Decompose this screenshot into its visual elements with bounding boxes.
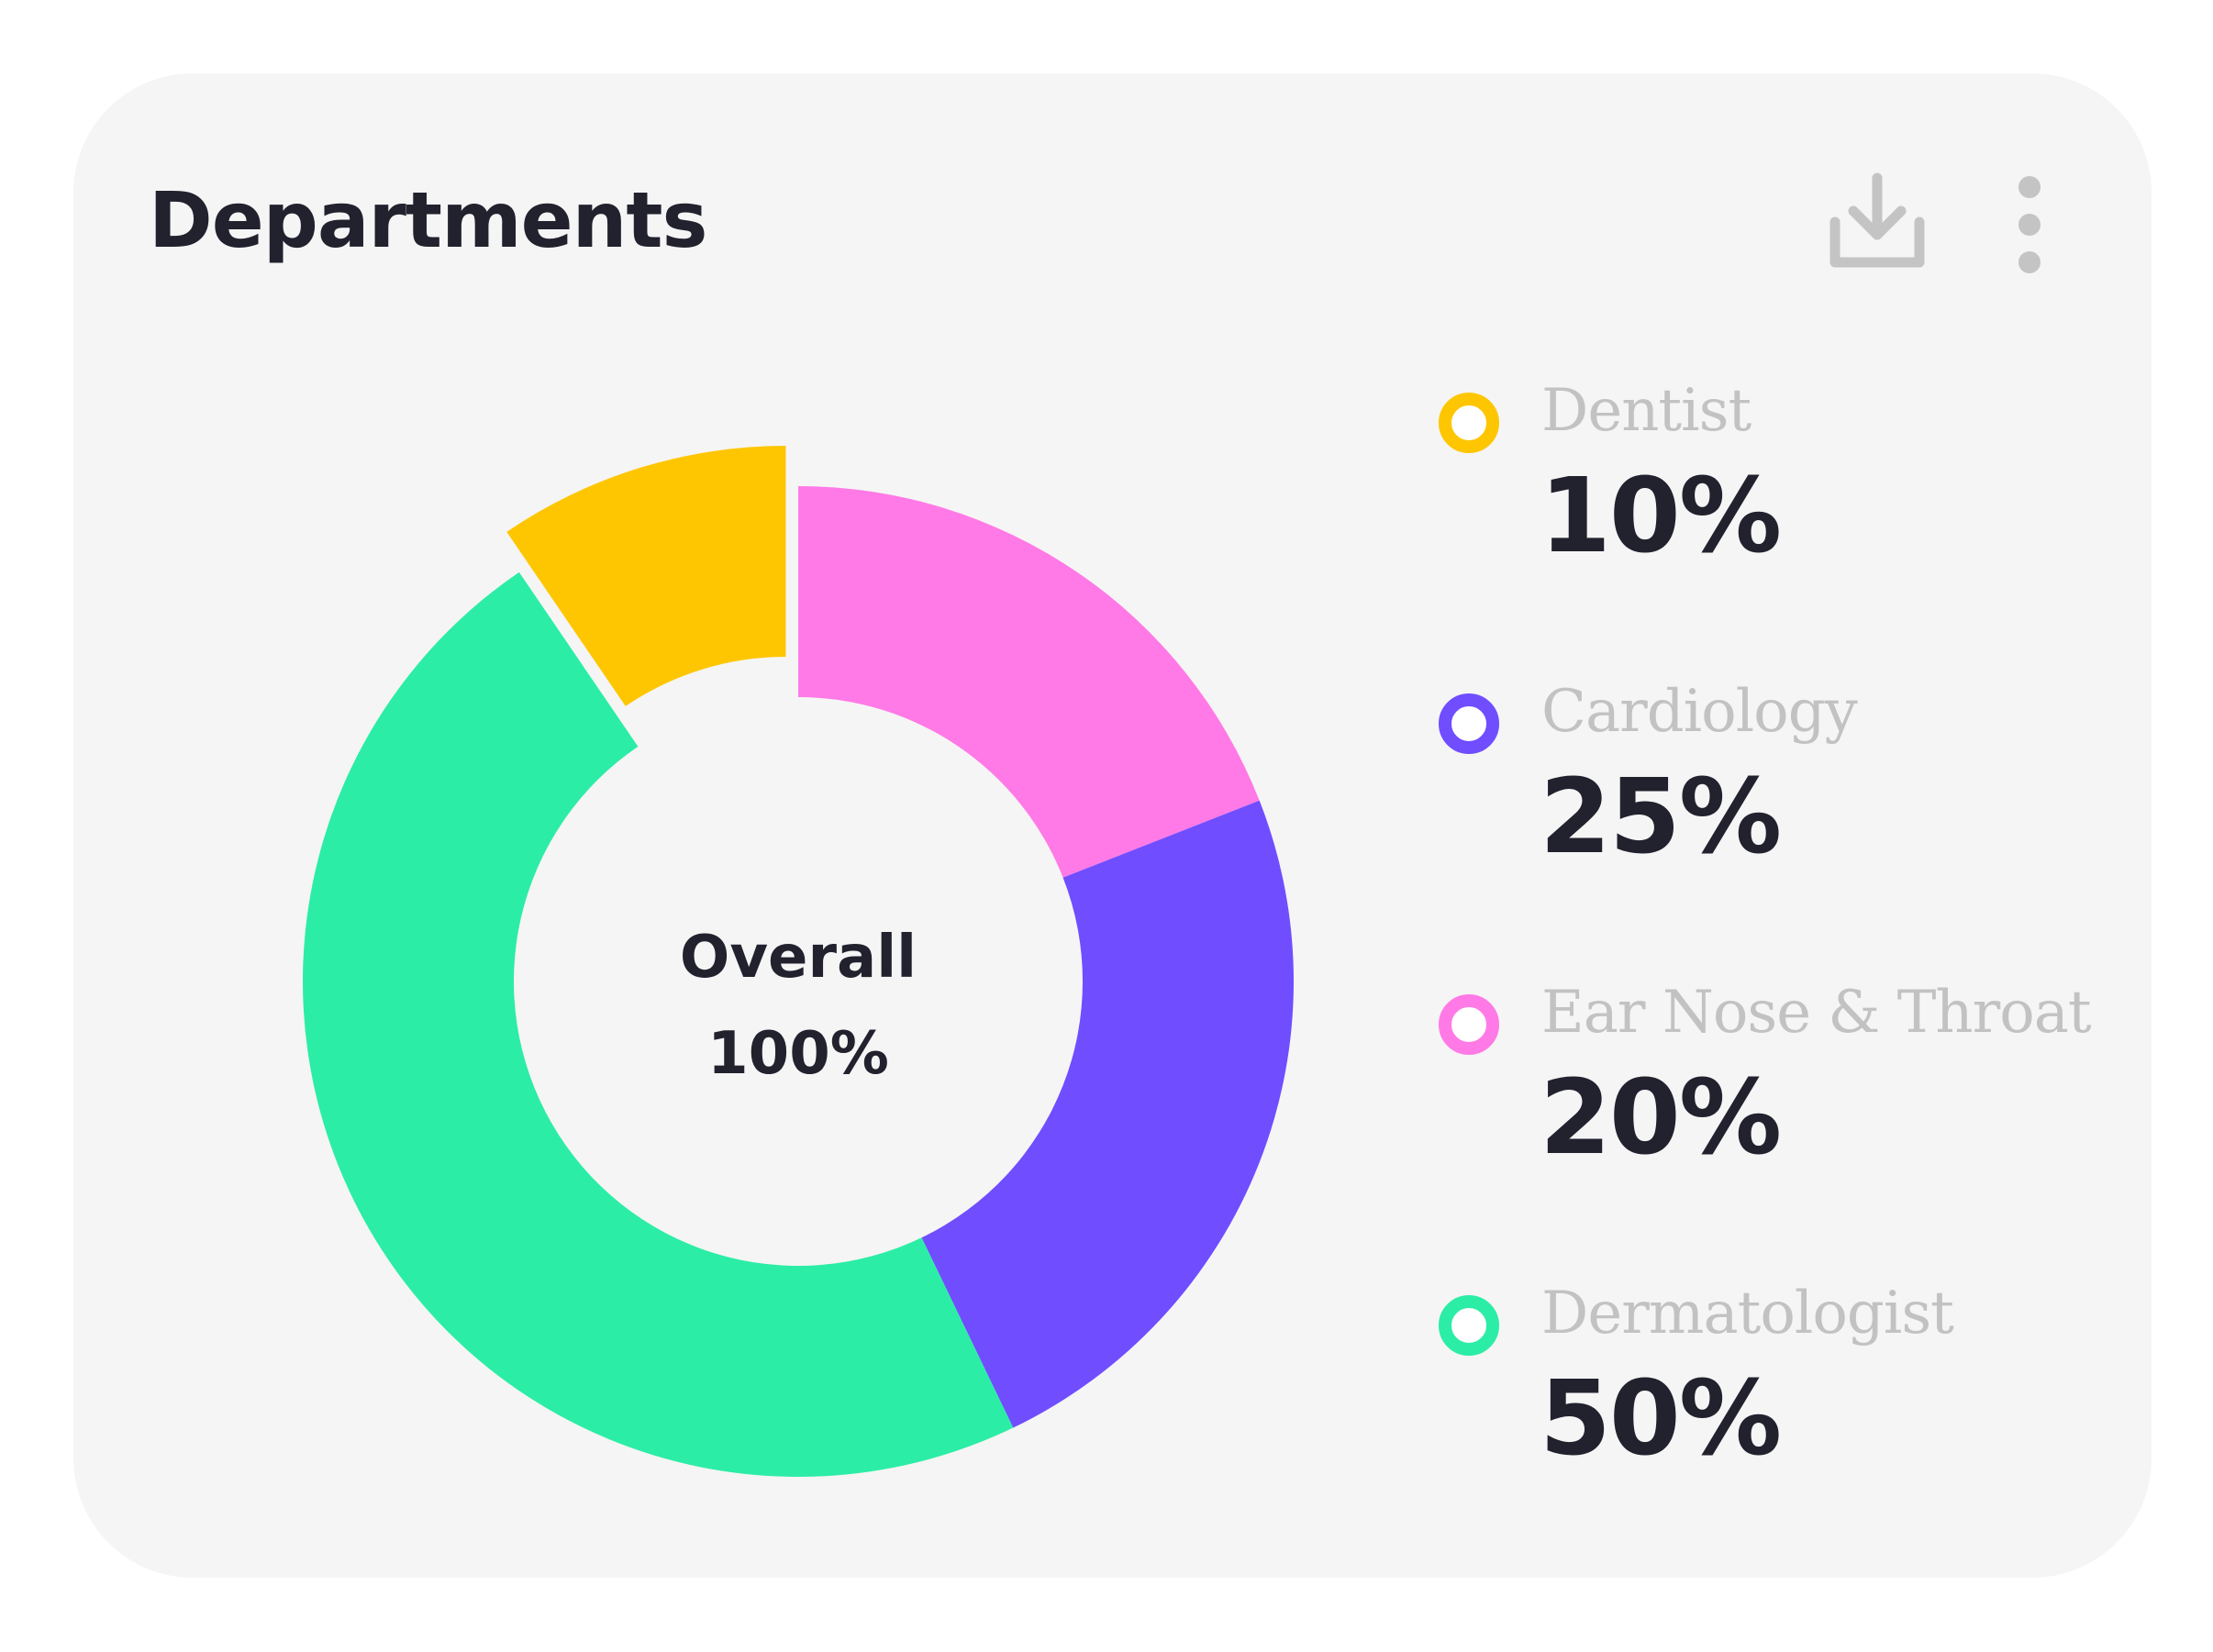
legend-marker-icon	[1439, 994, 1499, 1055]
legend-value: 10%	[1540, 457, 1782, 576]
legend-label: Cardiology	[1541, 678, 1858, 746]
legend-marker-icon	[1439, 393, 1499, 453]
more-vertical-icon[interactable]	[2011, 174, 2048, 275]
legend-value: 25%	[1540, 758, 1782, 877]
legend-item-cardiology[interactable]: Cardiology 25%	[1439, 677, 2136, 978]
card-title: Departments	[149, 175, 708, 265]
download-icon[interactable]	[1828, 169, 1927, 272]
legend-item-dentist[interactable]: Dentist 10%	[1439, 376, 2136, 677]
slice-dermatologist[interactable]	[303, 571, 1014, 1477]
legend-label: Dentist	[1541, 377, 1751, 445]
center-value: 100%	[707, 1020, 889, 1088]
legend-label: Dermatologist	[1541, 1280, 1954, 1347]
chart-legend: Dentist 10% Cardiology 25% Ear Nose & Throat…	[1439, 376, 2136, 1580]
legend-label: Ear Nose & Throat	[1541, 979, 2092, 1047]
center-label: Overall	[680, 924, 917, 992]
departments-card: Departments Overall 100% Dentist 10% Cardi…	[73, 73, 2152, 1578]
legend-item-dermatologist[interactable]: Dermatologist 50%	[1439, 1279, 2136, 1580]
legend-value: 50%	[1540, 1359, 1782, 1479]
legend-item-ear-nose-throat[interactable]: Ear Nose & Throat 20%	[1439, 978, 2136, 1279]
legend-value: 20%	[1540, 1059, 1782, 1178]
slice-cardiology[interactable]	[921, 800, 1294, 1428]
slice-dentist[interactable]	[506, 446, 786, 706]
donut-chart: Overall 100%	[303, 446, 1294, 1477]
slice-ear-nose-throat[interactable]	[798, 486, 1260, 878]
legend-marker-icon	[1439, 1295, 1499, 1356]
legend-marker-icon	[1439, 693, 1499, 754]
